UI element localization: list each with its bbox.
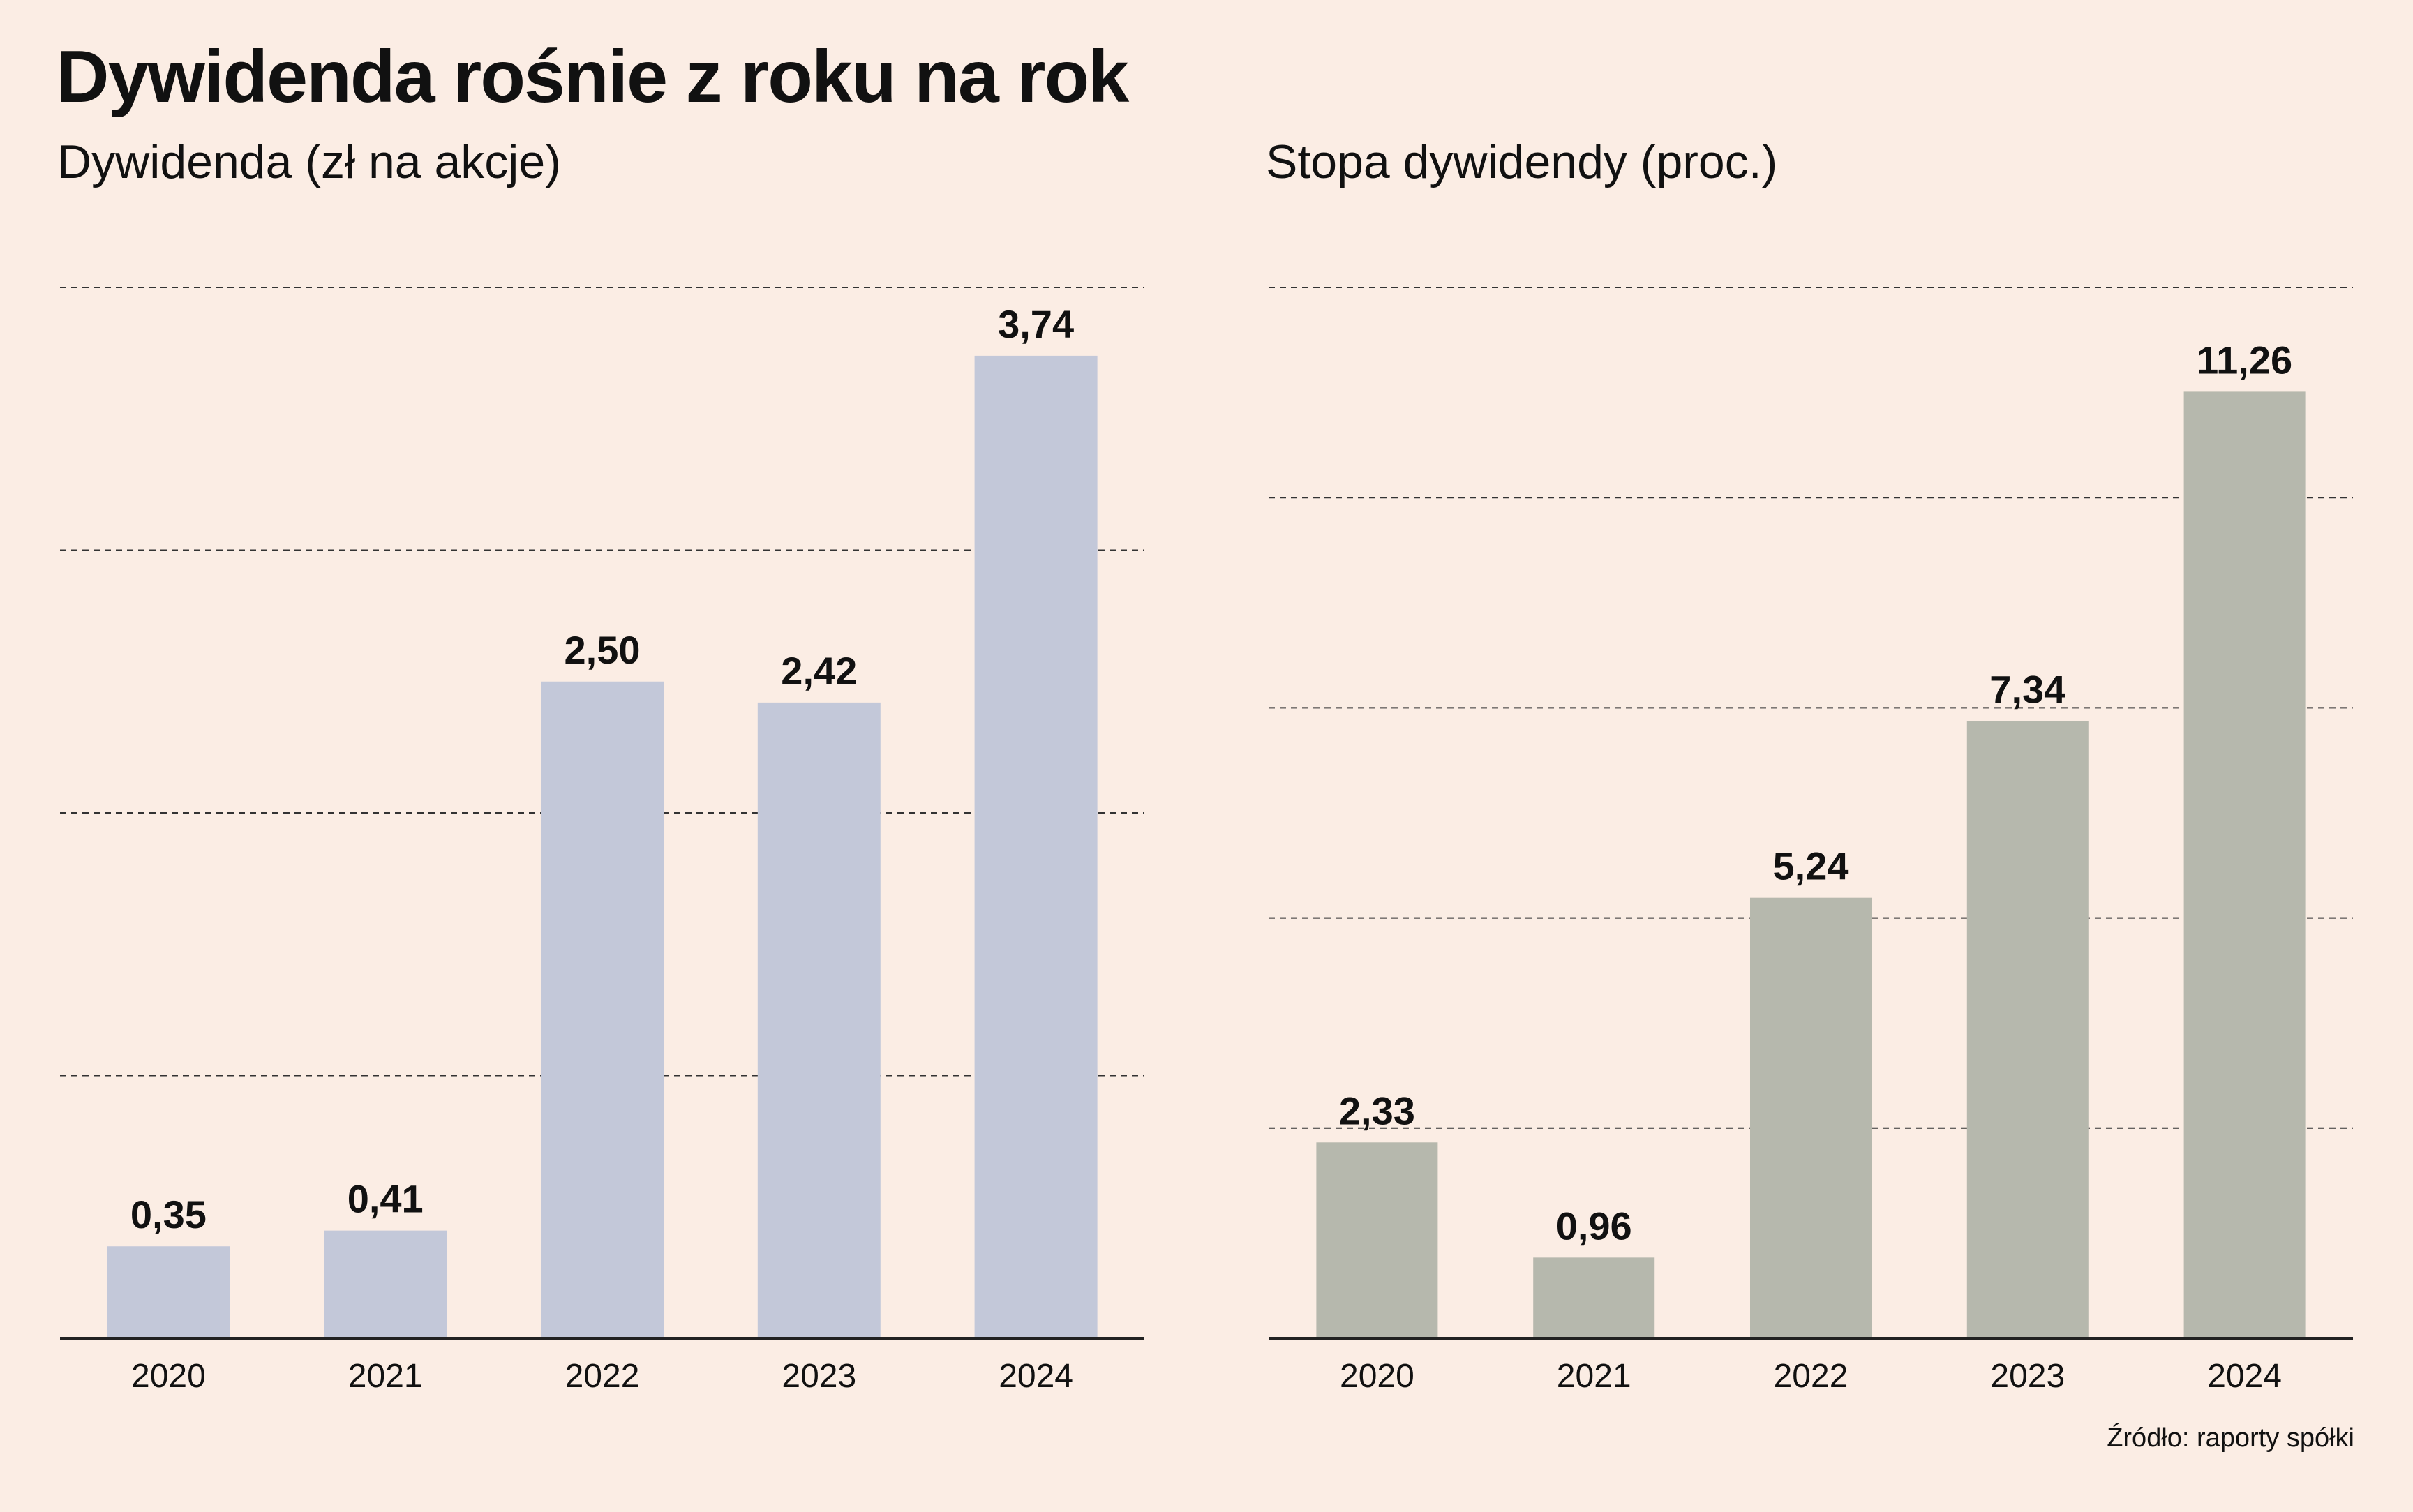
dividend-chart: 0,35 2020 0,41 2021 2,50 2022 2,42 2023 3,74 2024: [60, 287, 1144, 1395]
yield-value-label-2024: 11,26: [2197, 338, 2292, 382]
dividend-chart-subtitle: Dywidenda (zł na akcje): [57, 135, 561, 188]
yield-chart: 2,33 2020 0,96 2021 5,24 2022 7,34 2023 11,26 202…: [1269, 287, 2353, 1395]
dividend-bar-2024: [974, 355, 1098, 1338]
chart-title: Dywidenda rośnie z roku na rok: [56, 36, 1129, 118]
dividend-bar-2021: [324, 1230, 447, 1338]
yield-x-tick-label-2020: 2020: [1340, 1358, 1414, 1395]
yield-value-label-2023: 7,34: [1989, 668, 2065, 712]
yield-value-label-2020: 2,33: [1339, 1088, 1415, 1132]
dividend-value-label-2021: 0,41: [348, 1177, 424, 1221]
dividend-x-tick-label-2023: 2023: [782, 1358, 856, 1395]
source-note: Źródło: raporty spółki: [2107, 1423, 2354, 1453]
dividend-x-tick-label-2021: 2021: [348, 1358, 423, 1395]
yield-bar-2023: [1966, 721, 2089, 1338]
yield-x-tick-label-2024: 2024: [2207, 1358, 2282, 1395]
dividend-value-label-2020: 0,35: [130, 1192, 207, 1236]
yield-bar-2020: [1316, 1142, 1438, 1338]
dividend-value-label-2023: 2,42: [781, 649, 857, 693]
yield-value-label-2022: 5,24: [1773, 844, 1849, 888]
yield-x-tick-label-2023: 2023: [1990, 1358, 2065, 1395]
yield-chart-subtitle: Stopa dywidendy (proc.): [1266, 135, 1778, 188]
dividend-x-tick-label-2024: 2024: [999, 1358, 1073, 1395]
yield-bar-2021: [1533, 1257, 1655, 1338]
dividend-bar-2023: [757, 702, 881, 1338]
dividend-bar-2022: [541, 681, 664, 1338]
dividend-value-label-2022: 2,50: [565, 628, 641, 672]
yield-bar-2022: [1750, 897, 1872, 1338]
yield-x-tick-label-2021: 2021: [1557, 1358, 1631, 1395]
dividend-x-tick-label-2022: 2022: [565, 1358, 640, 1395]
dividend-x-tick-label-2020: 2020: [131, 1358, 206, 1395]
yield-x-tick-label-2022: 2022: [1774, 1358, 1848, 1395]
yield-value-label-2021: 0,96: [1556, 1204, 1632, 1248]
dividend-bar-2020: [107, 1246, 230, 1338]
dividend-value-label-2024: 3,74: [998, 302, 1074, 346]
yield-bar-2024: [2183, 391, 2306, 1338]
